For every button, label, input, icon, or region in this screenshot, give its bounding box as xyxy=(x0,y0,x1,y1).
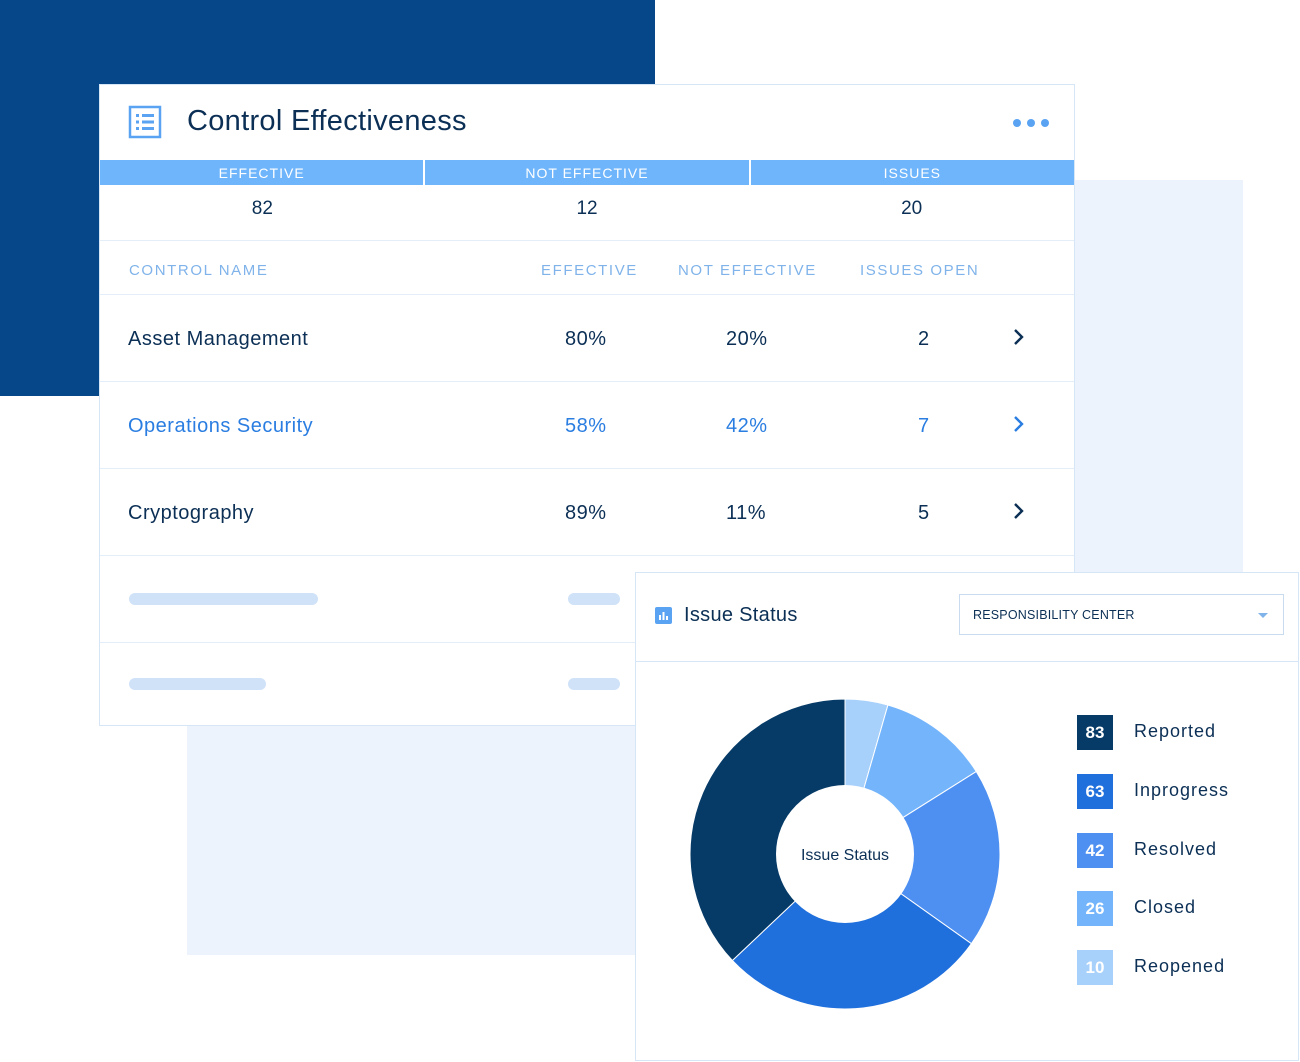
not-effective-value: 11% xyxy=(726,502,767,524)
issue-status-card: Issue Status RESPONSIBILITY CENTER Issue… xyxy=(635,572,1299,1061)
issues-open-value: 2 xyxy=(918,328,930,350)
summary-header: EFFECTIVE NOT EFFECTIVE ISSUES xyxy=(100,160,1074,185)
legend-count-badge: 83 xyxy=(1077,715,1113,750)
table-row[interactable]: Asset Management 80% 20% 2 xyxy=(100,295,1074,382)
card-title: Control Effectiveness xyxy=(187,105,467,137)
caret-down-icon xyxy=(1258,613,1268,618)
donut-hole xyxy=(776,785,914,923)
summary-header-issues: ISSUES xyxy=(883,165,941,181)
background-light-panel xyxy=(187,726,637,955)
summary-value-effective: 82 xyxy=(251,198,273,219)
more-options-icon[interactable] xyxy=(1013,119,1049,127)
summary-values: 82 12 20 xyxy=(100,185,1074,241)
responsibility-center-dropdown[interactable]: RESPONSIBILITY CENTER xyxy=(959,594,1284,635)
summary-header-effective: EFFECTIVE xyxy=(100,160,426,185)
legend-label: Inprogress xyxy=(1134,780,1230,800)
card-title: Issue Status xyxy=(684,604,798,626)
control-name: Operations Security xyxy=(128,415,314,437)
background-light-panel xyxy=(1075,180,1243,572)
not-effective-value: 42% xyxy=(726,415,768,437)
card-header: Control Effectiveness xyxy=(100,85,1074,160)
skeleton-bar xyxy=(129,593,318,605)
summary-value-issues: 20 xyxy=(901,198,923,219)
table-row[interactable]: Cryptography 89% 11% 5 xyxy=(100,469,1074,556)
column-header-not-effective: NOT EFFECTIVE xyxy=(678,262,817,279)
placeholder-row xyxy=(100,556,1074,643)
dropdown-selected-value: RESPONSIBILITY CENTER xyxy=(973,608,1135,622)
column-header-effective: EFFECTIVE xyxy=(541,262,638,279)
column-header-control-name: CONTROL NAME xyxy=(129,262,269,279)
donut-center-label: Issue Status xyxy=(801,847,889,864)
donut-slice-reported[interactable] xyxy=(690,699,846,962)
issues-open-value: 7 xyxy=(918,415,930,437)
card-header: Issue Status RESPONSIBILITY CENTER xyxy=(636,573,1298,662)
issues-open-value: 5 xyxy=(918,502,930,524)
not-effective-value: 20% xyxy=(726,328,768,350)
table-header: CONTROL NAME EFFECTIVE NOT EFFECTIVE ISS… xyxy=(100,241,1074,295)
legend-count-badge: 42 xyxy=(1077,833,1113,868)
summary-header-not-effective: NOT EFFECTIVE xyxy=(425,160,751,185)
table-row[interactable]: Operations Security 58% 42% 7 xyxy=(100,382,1074,469)
control-name: Cryptography xyxy=(128,502,255,524)
legend-label: Closed xyxy=(1134,897,1197,917)
bar-chart-icon xyxy=(655,607,672,624)
effective-value: 58% xyxy=(565,415,607,437)
donut-slice-inprogress[interactable] xyxy=(731,853,973,1009)
placeholder-row xyxy=(100,643,1074,729)
legend-count-badge: 63 xyxy=(1077,774,1113,809)
chevron-right-icon[interactable] xyxy=(1012,327,1026,347)
legend-label: Reopened xyxy=(1134,956,1226,976)
skeleton-bar xyxy=(129,678,266,690)
chevron-right-icon[interactable] xyxy=(1012,501,1026,521)
summary-value-not-effective: 12 xyxy=(576,198,598,219)
control-name: Asset Management xyxy=(128,328,309,350)
legend-label: Resolved xyxy=(1134,839,1218,859)
issue-status-donut-chart: Issue Status xyxy=(690,699,1000,1009)
skeleton-bar xyxy=(568,678,620,690)
column-header-issues-open: ISSUES OPEN xyxy=(860,262,980,279)
effective-value: 89% xyxy=(565,502,607,524)
legend-label: Reported xyxy=(1134,721,1217,741)
legend-count-badge: 26 xyxy=(1077,891,1113,926)
list-icon xyxy=(128,105,162,139)
legend-count-badge: 10 xyxy=(1077,950,1113,985)
skeleton-bar xyxy=(568,593,620,605)
donut-slice-resolved[interactable] xyxy=(844,770,1000,945)
chevron-right-icon[interactable] xyxy=(1012,414,1026,434)
effective-value: 80% xyxy=(565,328,607,350)
